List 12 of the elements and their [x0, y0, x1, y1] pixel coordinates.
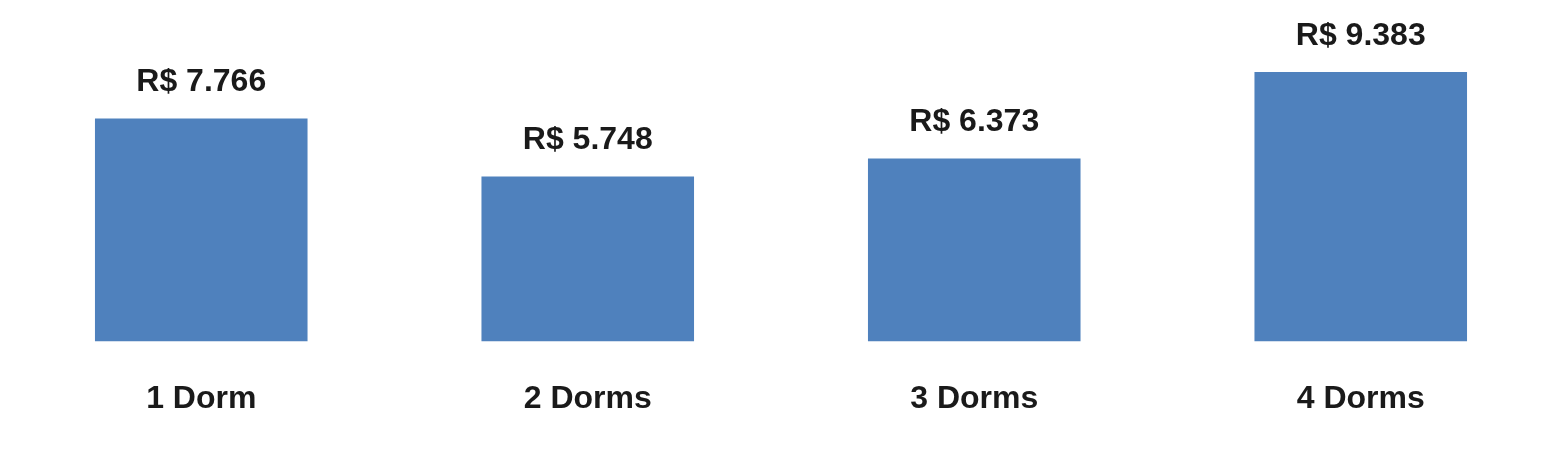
data-label: R$ 5.748 [522, 120, 653, 157]
x-tick-label: 2 Dorms [523, 378, 652, 415]
data-label: R$ 9.383 [1295, 15, 1426, 52]
x-tick-label: 4 Dorms [1296, 378, 1425, 415]
bar [94, 118, 308, 342]
x-tick-label: 1 Dorm [146, 378, 257, 415]
data-label: R$ 6.373 [909, 102, 1040, 139]
x-tick-label: 3 Dorms [910, 378, 1039, 415]
bar [1254, 72, 1468, 342]
bar [481, 176, 695, 342]
bar [867, 158, 1081, 342]
data-label: R$ 7.766 [136, 62, 267, 99]
